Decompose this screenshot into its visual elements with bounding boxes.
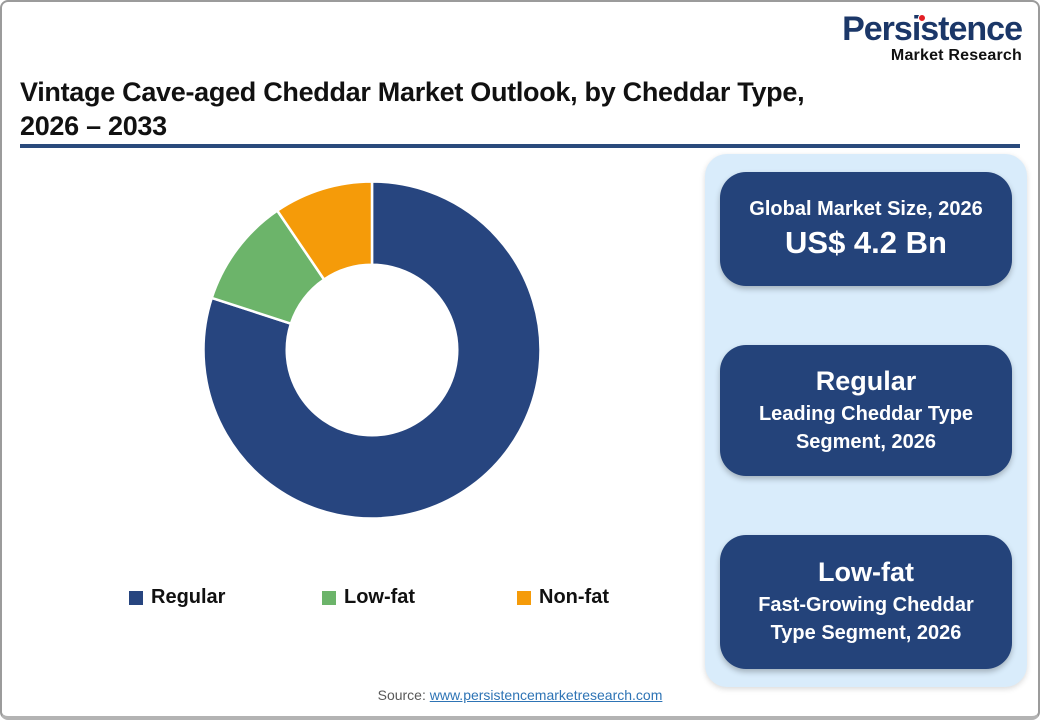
legend-item-non-fat: Non-fat <box>517 586 609 609</box>
donut-segment-regular <box>202 180 542 520</box>
legend-label: Low-fat <box>344 586 416 608</box>
legend-label: Non-fat <box>539 586 609 608</box>
page-title: Vintage Cave-aged Cheddar Market Outlook… <box>20 77 805 141</box>
brand-tagline: Market Research <box>890 47 1022 64</box>
market-size-card: Global Market Size, 2026 US$ 4.2 Bn <box>720 172 1012 286</box>
donut-chart <box>202 180 542 520</box>
fast-growing-segment-heading: Low-fat <box>818 557 914 587</box>
brand-accent-dot-icon <box>918 14 927 22</box>
market-size-card-title: Global Market Size, 2026 <box>749 197 983 220</box>
donut-chart-svg <box>202 180 542 520</box>
legend-item-regular: Regular <box>129 586 225 609</box>
source-label: Source: <box>377 687 426 703</box>
legend-item-low-fat: Low-fat <box>322 586 415 609</box>
market-size-card-value: US$ 4.2 Bn <box>785 224 947 260</box>
donut-segment-non-fat <box>276 180 374 281</box>
fast-growing-segment-subtitle: Fast-Growing Cheddar Type Segment, 2026 <box>758 594 974 644</box>
side-panel: Global Market Size, 2026 US$ 4.2 Bn Regu… <box>705 154 1027 687</box>
brand-name: Persistence <box>842 10 1023 48</box>
source-line: Source: www.persistencemarketresearch.co… <box>2 687 1038 703</box>
leading-segment-subtitle: Leading Cheddar Type Segment, 2026 <box>758 402 974 453</box>
legend-label: Regular <box>151 586 226 608</box>
leading-segment-heading: Regular <box>815 365 917 396</box>
source-link[interactable]: www.persistencemarketresearch.com <box>429 687 663 703</box>
legend-swatch-regular <box>129 590 143 605</box>
chart-legend: Regular Low-fat Non-fat <box>2 586 702 612</box>
title-underline <box>20 144 1020 148</box>
brand-logo: Persistence Market Research <box>842 10 1023 64</box>
fast-growing-segment-card: Low-fat Fast-Growing Cheddar Type Segmen… <box>720 535 1012 669</box>
legend-swatch-low-fat <box>322 590 336 605</box>
leading-segment-card: Regular Leading Cheddar Type Segment, 20… <box>720 345 1012 476</box>
legend-swatch-non-fat <box>517 590 531 605</box>
